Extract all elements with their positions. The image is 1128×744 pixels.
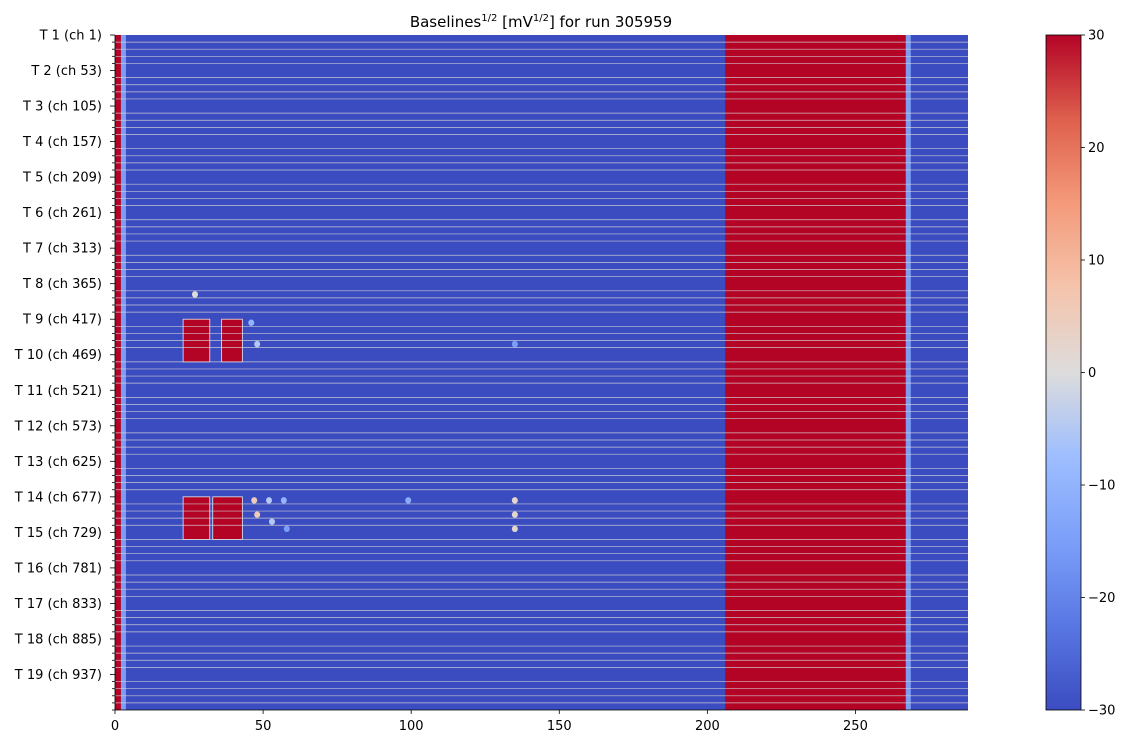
heatmap-speckle-1 — [248, 319, 255, 326]
colorbar-ticks: 30 20 10 0 −10 −20 −30 — [1081, 29, 1115, 719]
heatmap-plot-area — [115, 35, 968, 710]
heatmap-speckle-3 — [511, 340, 518, 348]
y-tick-label: T 3 (ch 105) — [22, 100, 102, 115]
y-axis: T 1 (ch 1) T 2 (ch 53) T 3 (ch 105) T 4 (ch… — [14, 29, 116, 711]
heatmap-band-0 — [115, 35, 121, 710]
heatmap-speckle-11 — [511, 497, 518, 504]
y-tick-label: T 18 (ch 885) — [14, 632, 102, 647]
heatmap-speckle-13 — [511, 525, 518, 533]
colorbar-tick-label: −10 — [1088, 479, 1115, 494]
x-tick-label: 50 — [255, 719, 272, 734]
row-separator-lines — [115, 41, 968, 704]
heatmap-speckle-4 — [251, 497, 258, 504]
y-tick-label: T 11 (ch 521) — [14, 384, 102, 399]
colorbar-tick-label: 10 — [1088, 254, 1105, 269]
x-tick-label: 250 — [843, 719, 868, 734]
colorbar-tick-label: 30 — [1088, 29, 1105, 44]
heatmap-speckle-7 — [254, 511, 261, 518]
y-tick-label: T 15 (ch 729) — [14, 526, 102, 541]
y-tick-label: T 2 (ch 53) — [30, 64, 102, 79]
heatmap-speckle-0 — [191, 291, 198, 298]
chart-title: Baselines1/2 [mV1/2] for run 305959 — [410, 13, 672, 31]
heatmap-speckle-12 — [511, 511, 518, 518]
colorbar-tick-label: −30 — [1088, 704, 1115, 719]
y-tick-label: T 7 (ch 313) — [22, 242, 102, 257]
colorbar-tick-label: −20 — [1088, 591, 1115, 606]
x-axis: 0 50 100 150 200 250 — [111, 709, 968, 734]
y-tick-label: T 17 (ch 833) — [14, 597, 102, 612]
y-tick-label: T 9 (ch 417) — [22, 313, 102, 328]
heatmap-speckle-6 — [280, 497, 287, 504]
x-tick-label: 0 — [111, 719, 119, 734]
colorbar-tick-label: 20 — [1088, 141, 1105, 156]
heatmap-band-edge-0 — [120, 35, 126, 710]
y-tick-label: T 6 (ch 261) — [22, 206, 102, 221]
y-tick-label: T 14 (ch 677) — [14, 490, 102, 505]
heatmap-band-1 — [725, 35, 906, 710]
x-tick-label: 200 — [695, 719, 720, 734]
heatmap-speckle-8 — [268, 518, 275, 525]
y-tick-label: T 5 (ch 209) — [22, 171, 102, 186]
x-tick-label: 100 — [399, 719, 424, 734]
y-tick-label: T 12 (ch 573) — [14, 419, 102, 434]
y-tick-label: T 13 (ch 625) — [14, 455, 102, 470]
heatmap-speckle-9 — [283, 525, 290, 533]
y-tick-label: T 10 (ch 469) — [14, 348, 102, 363]
y-tick-label: T 1 (ch 1) — [39, 29, 102, 44]
heatmap-band-edge-1 — [905, 35, 911, 710]
colorbar — [1045, 34, 1082, 711]
x-tick-label: 150 — [547, 719, 572, 734]
y-tick-label: T 8 (ch 365) — [22, 277, 102, 292]
heatmap-speckle-5 — [266, 497, 273, 504]
heatmap-speckle-10 — [405, 497, 412, 504]
colorbar-tick-label: 0 — [1088, 366, 1096, 381]
y-tick-label: T 16 (ch 781) — [14, 561, 102, 576]
heatmap-speckle-2 — [254, 340, 261, 348]
y-tick-label: T 4 (ch 157) — [22, 135, 102, 150]
y-tick-label: T 19 (ch 937) — [14, 668, 102, 683]
